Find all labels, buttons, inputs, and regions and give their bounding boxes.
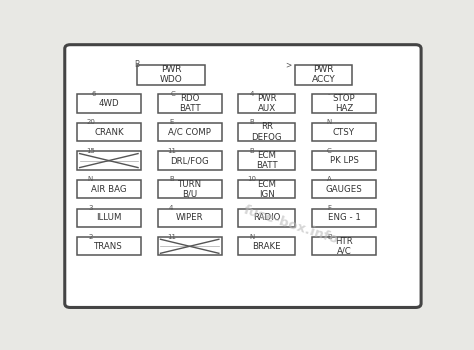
Bar bbox=[77, 123, 141, 141]
Text: STOP
HAZ: STOP HAZ bbox=[333, 94, 355, 113]
Text: -: - bbox=[251, 205, 254, 211]
Text: TRANS: TRANS bbox=[94, 242, 123, 251]
Text: 15: 15 bbox=[86, 148, 95, 154]
Text: E: E bbox=[169, 119, 173, 125]
Bar bbox=[157, 94, 222, 113]
Text: B: B bbox=[134, 61, 139, 69]
Bar bbox=[312, 123, 376, 141]
Bar bbox=[238, 237, 295, 256]
Text: 3: 3 bbox=[88, 205, 93, 211]
Text: 20: 20 bbox=[86, 119, 95, 125]
Text: ILLUM: ILLUM bbox=[96, 213, 122, 222]
Text: BRAKE: BRAKE bbox=[253, 242, 281, 251]
Text: fuse-box.info: fuse-box.info bbox=[241, 204, 340, 247]
Text: GAUGES: GAUGES bbox=[326, 185, 362, 194]
Text: C: C bbox=[171, 91, 175, 97]
Bar bbox=[238, 123, 295, 141]
Text: -: - bbox=[328, 91, 330, 97]
Text: C: C bbox=[327, 148, 332, 154]
Text: TURN
B/U: TURN B/U bbox=[178, 180, 202, 199]
Bar bbox=[238, 94, 295, 113]
Bar bbox=[312, 237, 376, 256]
Text: ECM
IGN: ECM IGN bbox=[257, 180, 276, 199]
Text: PWR
WDO: PWR WDO bbox=[160, 65, 182, 84]
Bar bbox=[157, 237, 222, 256]
Text: CRANK: CRANK bbox=[94, 127, 124, 136]
Bar bbox=[157, 123, 222, 141]
Text: 11: 11 bbox=[167, 233, 176, 240]
Text: B: B bbox=[250, 119, 255, 125]
Text: 11: 11 bbox=[167, 148, 176, 154]
Bar bbox=[295, 65, 352, 85]
FancyBboxPatch shape bbox=[65, 45, 421, 307]
Bar bbox=[312, 180, 376, 198]
Bar bbox=[157, 180, 222, 198]
Text: 4: 4 bbox=[169, 205, 173, 211]
Text: B: B bbox=[327, 233, 332, 240]
Text: ENG - 1: ENG - 1 bbox=[328, 213, 360, 222]
Text: PWR
AUX: PWR AUX bbox=[257, 94, 277, 113]
Text: N: N bbox=[249, 233, 255, 240]
Text: RADIO: RADIO bbox=[253, 213, 281, 222]
Bar bbox=[238, 180, 295, 198]
Text: PK LPS: PK LPS bbox=[329, 156, 358, 165]
Text: RDO
BATT: RDO BATT bbox=[179, 94, 201, 113]
Text: ECM
BATT: ECM BATT bbox=[256, 151, 278, 170]
Text: A/C COMP: A/C COMP bbox=[168, 127, 211, 136]
Bar bbox=[77, 94, 141, 113]
Bar bbox=[157, 152, 222, 170]
Bar bbox=[157, 209, 222, 227]
Text: AIR BAG: AIR BAG bbox=[91, 185, 127, 194]
Bar bbox=[77, 152, 141, 170]
Text: HTR
A/C: HTR A/C bbox=[335, 237, 353, 256]
Bar bbox=[137, 65, 205, 85]
Text: PWR
ACCY: PWR ACCY bbox=[312, 65, 336, 84]
Text: B: B bbox=[250, 148, 255, 154]
Text: 6: 6 bbox=[92, 91, 96, 97]
Bar bbox=[77, 180, 141, 198]
Text: A: A bbox=[327, 176, 332, 182]
Bar bbox=[77, 209, 141, 227]
Bar bbox=[312, 152, 376, 170]
Text: N: N bbox=[88, 176, 93, 182]
Text: 4WD: 4WD bbox=[99, 99, 119, 108]
Bar bbox=[77, 237, 141, 256]
Text: F: F bbox=[327, 205, 331, 211]
Text: 4: 4 bbox=[250, 91, 254, 97]
Text: B: B bbox=[169, 176, 173, 182]
Text: N: N bbox=[327, 119, 332, 125]
Text: >: > bbox=[286, 61, 292, 69]
Bar bbox=[238, 209, 295, 227]
Text: WIPER: WIPER bbox=[176, 213, 203, 222]
Text: 10: 10 bbox=[247, 176, 256, 182]
Text: CTSY: CTSY bbox=[333, 127, 355, 136]
Bar bbox=[312, 209, 376, 227]
Text: DRL/FOG: DRL/FOG bbox=[170, 156, 209, 165]
Bar bbox=[238, 152, 295, 170]
Bar bbox=[312, 94, 376, 113]
Text: 2: 2 bbox=[88, 233, 92, 240]
Text: RR
DEFOG: RR DEFOG bbox=[252, 122, 282, 141]
